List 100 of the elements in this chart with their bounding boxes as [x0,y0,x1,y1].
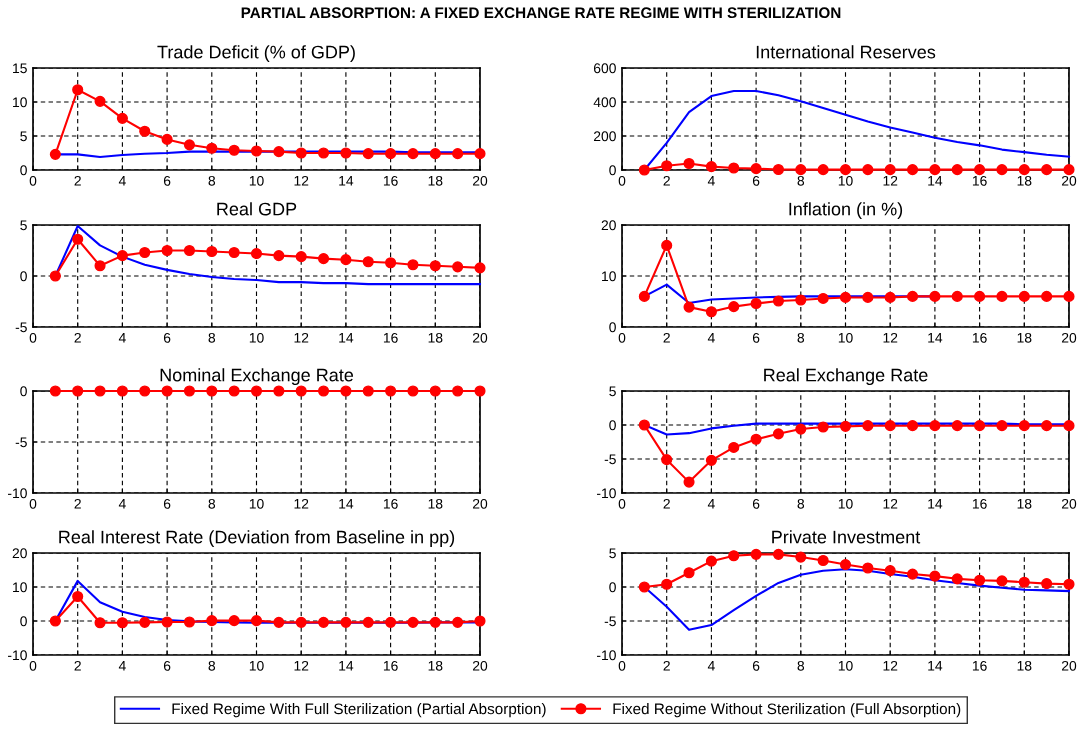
x-tick-label: 14 [339,499,354,509]
point [1041,164,1053,176]
x-tick-label: 10 [838,498,853,509]
point [795,423,807,435]
point [206,245,218,258]
x-tick-label: 16 [383,175,398,186]
point [452,148,464,160]
point [1063,578,1075,590]
x-tick-label: 4 [118,176,126,186]
point [407,616,419,628]
y-tick-label: 20 [601,220,616,231]
point [638,419,650,431]
x-tick-label: 0 [29,660,37,671]
point [772,295,785,307]
point [429,260,441,272]
point [94,95,106,107]
x-tick-label: 16 [383,660,398,671]
chart-title: Real Interest Rate (Deviation from Baseline in pp) [59,530,455,548]
point [362,256,374,268]
point [884,164,896,176]
point [295,616,307,628]
x-tick-label: 14 [928,333,943,343]
x-tick-label: 2 [663,175,670,186]
x-tick-label: 18 [428,332,443,343]
point [705,306,717,318]
y-tick-label: 0 [609,420,616,431]
point [638,164,650,176]
point [273,616,285,628]
point [996,575,1008,587]
point [273,250,285,262]
point [839,164,852,176]
point [1063,290,1075,302]
x-tick-label: 4 [707,499,715,509]
point [429,616,441,628]
point [839,291,852,303]
chart-title: Inflation (in %) [789,202,903,220]
point [340,147,352,159]
point [183,244,196,257]
x-tick-label: 2 [74,660,81,671]
x-tick-label: 8 [797,175,805,186]
x-tick-label: 20 [1061,175,1077,186]
x-tick-label: 0 [29,498,37,509]
y-tick-label: 400 [593,97,616,108]
chart-title: Trade Deficit (% of GDP) [157,45,355,63]
y-tick-label: -10 [596,488,616,499]
point [705,161,717,173]
point [817,421,829,433]
x-tick-label: 6 [163,332,171,343]
point [683,301,695,313]
point [951,573,963,585]
y-tick-label: 0 [609,322,616,333]
point [906,290,919,302]
point [750,433,762,445]
x-tick-label: 20 [472,175,488,186]
point [452,261,464,273]
point [705,454,717,466]
point [974,420,986,432]
point [974,290,986,302]
point [996,290,1008,302]
point [683,567,695,579]
point [750,297,762,310]
point [49,148,61,160]
point [1018,576,1030,588]
point [317,147,330,159]
point [929,290,941,302]
point [116,617,128,629]
point [884,565,896,577]
point [795,164,807,176]
x-tick-label: 4 [118,333,126,343]
point [139,125,151,137]
x-tick-label: 12 [294,332,309,343]
chart-title: Nominal Exchange Rate [160,368,354,386]
x-tick-label: 10 [838,660,853,671]
x-tick-label: 14 [339,661,354,671]
x-tick-label: 18 [428,498,443,509]
point [728,441,740,453]
x-tick-label: 6 [752,660,760,671]
x-tick-label: 20 [472,498,488,509]
point [228,615,240,627]
point [94,260,106,272]
x-tick-label: 20 [1061,332,1077,343]
x-tick-label: 20 [472,332,488,343]
point [929,164,941,176]
point [429,148,441,160]
x-tick-label: 10 [249,332,264,343]
point [474,148,486,160]
x-tick-label: 20 [472,660,488,671]
x-tick-label: 2 [663,660,670,671]
point [474,262,486,274]
x-tick-label: 8 [797,660,805,671]
point [839,420,852,432]
point [862,562,874,574]
y-tick-label: 5 [609,548,616,559]
point [1018,290,1030,302]
point [728,162,740,174]
point [996,420,1008,432]
x-tick-label: 16 [972,660,987,671]
x-tick-label: 12 [294,175,309,186]
point [638,581,650,593]
point [750,163,762,175]
